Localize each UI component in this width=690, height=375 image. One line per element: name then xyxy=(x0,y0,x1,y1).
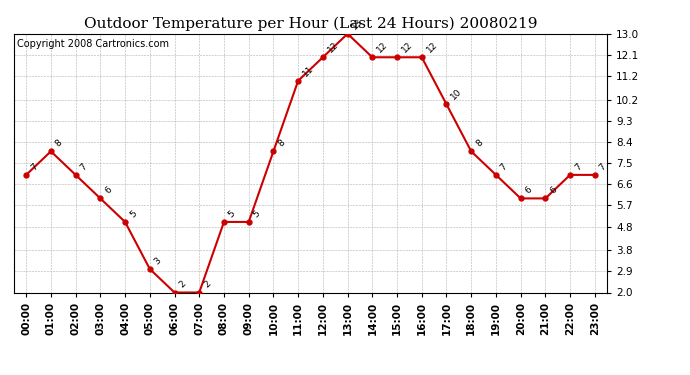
Text: 7: 7 xyxy=(598,162,608,172)
Text: 12: 12 xyxy=(400,40,414,54)
Text: 12: 12 xyxy=(375,40,389,54)
Text: 8: 8 xyxy=(54,138,64,148)
Text: 5: 5 xyxy=(251,209,262,219)
Text: 5: 5 xyxy=(128,209,138,219)
Text: 7: 7 xyxy=(499,162,509,172)
Text: 5: 5 xyxy=(227,209,237,219)
Text: Copyright 2008 Cartronics.com: Copyright 2008 Cartronics.com xyxy=(17,39,169,49)
Text: 12: 12 xyxy=(424,40,439,54)
Text: 6: 6 xyxy=(548,185,559,196)
Text: 3: 3 xyxy=(152,256,163,266)
Text: 7: 7 xyxy=(573,162,583,172)
Text: 2: 2 xyxy=(177,279,188,290)
Text: 7: 7 xyxy=(29,162,39,172)
Text: 13: 13 xyxy=(351,16,365,31)
Text: 6: 6 xyxy=(103,185,114,196)
Text: 10: 10 xyxy=(449,87,464,102)
Text: 7: 7 xyxy=(79,162,89,172)
Text: 11: 11 xyxy=(301,63,315,78)
Text: 8: 8 xyxy=(276,138,286,148)
Text: 8: 8 xyxy=(474,138,484,148)
Text: 12: 12 xyxy=(326,40,340,54)
Title: Outdoor Temperature per Hour (Last 24 Hours) 20080219: Outdoor Temperature per Hour (Last 24 Ho… xyxy=(83,17,538,31)
Text: 2: 2 xyxy=(202,279,213,290)
Text: 6: 6 xyxy=(524,185,534,196)
